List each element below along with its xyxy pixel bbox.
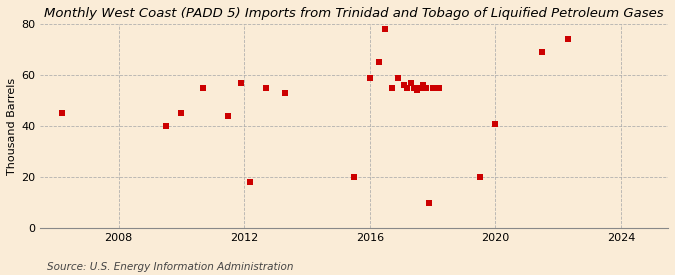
Point — [399, 83, 410, 87]
Point — [405, 81, 416, 85]
Point — [427, 86, 438, 90]
Point — [408, 86, 419, 90]
Point — [223, 114, 234, 118]
Point — [279, 91, 290, 95]
Point — [349, 175, 360, 180]
Point — [537, 50, 548, 54]
Point — [393, 75, 404, 80]
Point — [57, 111, 68, 116]
Point — [236, 81, 246, 85]
Point — [562, 37, 573, 42]
Point — [421, 86, 432, 90]
Point — [176, 111, 187, 116]
Y-axis label: Thousand Barrels: Thousand Barrels — [7, 78, 17, 175]
Point — [414, 86, 425, 90]
Point — [198, 86, 209, 90]
Point — [402, 86, 413, 90]
Point — [380, 27, 391, 31]
Point — [475, 175, 485, 180]
Point — [245, 180, 256, 185]
Point — [430, 86, 441, 90]
Point — [374, 60, 385, 64]
Point — [386, 86, 397, 90]
Point — [364, 75, 375, 80]
Text: Source: U.S. Energy Information Administration: Source: U.S. Energy Information Administ… — [47, 262, 294, 272]
Point — [490, 121, 501, 126]
Point — [160, 124, 171, 128]
Point — [412, 88, 423, 93]
Point — [261, 86, 271, 90]
Point — [433, 86, 444, 90]
Title: Monthly West Coast (PADD 5) Imports from Trinidad and Tobago of Liquified Petrol: Monthly West Coast (PADD 5) Imports from… — [45, 7, 664, 20]
Point — [424, 201, 435, 205]
Point — [418, 83, 429, 87]
